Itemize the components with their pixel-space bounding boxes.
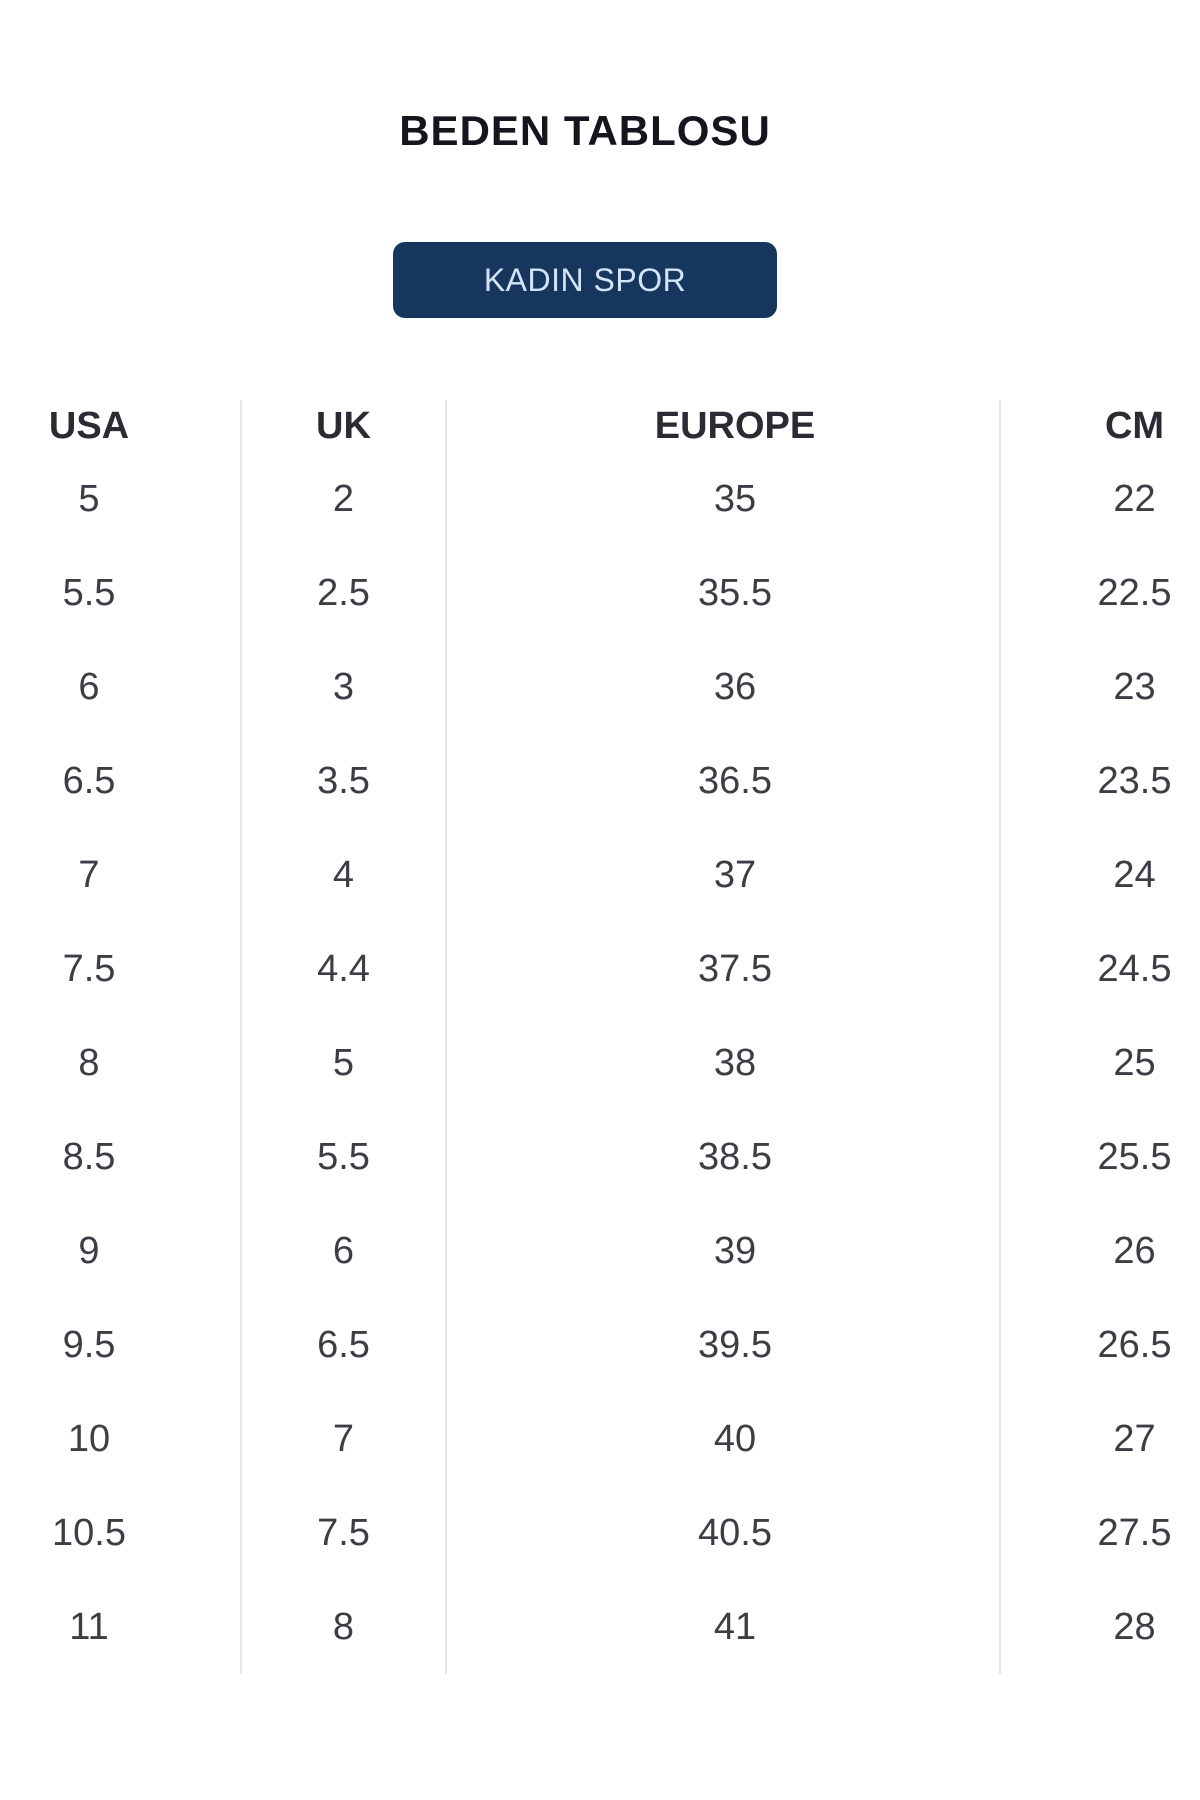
page-header: BEDEN TABLOSU KADIN SPOR (0, 0, 1170, 318)
size-cell: 37.5 (698, 947, 772, 990)
size-table-column-uk: UK 2 2.5 3 3.5 4 4.4 5 5.5 6 6.5 7 7.5 8 (242, 400, 447, 1674)
size-cell: 26 (1113, 1229, 1156, 1272)
size-cell: 25 (1113, 1041, 1156, 1084)
column-header-uk: UK (316, 404, 371, 447)
size-cell: 5.5 (317, 1135, 370, 1178)
size-cell: 10 (67, 1417, 111, 1460)
size-cell: 7 (78, 853, 100, 896)
size-table-column-cm: CM 22 22.5 23 23.5 24 24.5 25 25.5 26 26.5 27 27.5 28 (1001, 400, 1200, 1674)
size-cell: 23 (1113, 665, 1156, 708)
category-button[interactable]: KADIN SPOR (393, 242, 777, 318)
size-cell: 22 (1113, 477, 1156, 520)
size-cell: 35 (713, 477, 757, 520)
size-table-column-usa: USA 5 5.5 6 6.5 7 7.5 8 8.5 9 9.5 10 10.5 11 (0, 400, 242, 1674)
size-cell: 24 (1113, 853, 1156, 896)
size-cell: 7.5 (317, 1511, 370, 1554)
size-cell: 3 (332, 665, 355, 708)
size-cell: 27.5 (1097, 1511, 1172, 1554)
size-cell: 40 (713, 1417, 757, 1460)
size-cell: 22.5 (1097, 571, 1172, 614)
size-cell: 39 (713, 1229, 757, 1272)
size-cell: 8.5 (62, 1135, 116, 1178)
column-header-europe: EUROPE (654, 404, 816, 447)
size-cell: 36.5 (698, 759, 772, 802)
size-cell: 8 (78, 1041, 100, 1084)
size-cell: 27 (1113, 1417, 1156, 1460)
size-cell: 5 (332, 1041, 355, 1084)
column-header-usa: USA (48, 404, 130, 447)
column-header-cm: CM (1104, 404, 1165, 447)
size-cell: 4.4 (317, 947, 370, 990)
size-cell: 39.5 (698, 1323, 772, 1366)
size-cell: 4 (332, 853, 355, 896)
size-cell: 23.5 (1097, 759, 1172, 802)
size-cell: 35.5 (698, 571, 772, 614)
size-cell: 36 (713, 665, 757, 708)
size-cell: 38.5 (698, 1135, 772, 1178)
size-cell: 2 (332, 477, 355, 520)
size-cell: 9 (78, 1229, 100, 1272)
size-cell: 24.5 (1097, 947, 1172, 990)
size-cell: 10.5 (52, 1511, 126, 1554)
size-cell: 8 (332, 1605, 355, 1648)
category-button-label: KADIN SPOR (483, 261, 687, 298)
size-cell: 5 (78, 477, 100, 520)
size-cell: 9.5 (62, 1323, 116, 1366)
size-cell: 6.5 (62, 759, 116, 802)
page-title: BEDEN TABLOSU (399, 107, 771, 154)
size-cell: 6 (78, 665, 100, 708)
size-cell: 26.5 (1097, 1323, 1172, 1366)
size-cell: 6 (332, 1229, 355, 1272)
size-cell: 7.5 (62, 947, 116, 990)
size-cell: 38 (713, 1041, 757, 1084)
size-cell: 5.5 (62, 571, 116, 614)
size-cell: 11 (69, 1605, 109, 1648)
size-cell: 3.5 (317, 759, 370, 802)
size-cell: 2.5 (317, 571, 370, 614)
size-cell: 40.5 (698, 1511, 772, 1554)
size-cell: 28 (1113, 1605, 1156, 1648)
size-table-column-europe: EUROPE 35 35.5 36 36.5 37 37.5 38 38.5 39 39.5 40 40… (447, 400, 1001, 1674)
size-table: USA 5 5.5 6 6.5 7 7.5 8 8.5 9 9.5 10 10.5 11 UK 2 2.5 3 3.… (0, 400, 1200, 1674)
size-cell: 6.5 (317, 1323, 370, 1366)
size-cell: 41 (713, 1605, 757, 1648)
size-cell: 7 (332, 1417, 355, 1460)
size-cell: 37 (713, 853, 757, 896)
size-cell: 25.5 (1097, 1135, 1172, 1178)
size-chart-page: BEDEN TABLOSU KADIN SPOR USA 5 5.5 6 6.5 7 7.5… (0, 0, 1200, 1674)
